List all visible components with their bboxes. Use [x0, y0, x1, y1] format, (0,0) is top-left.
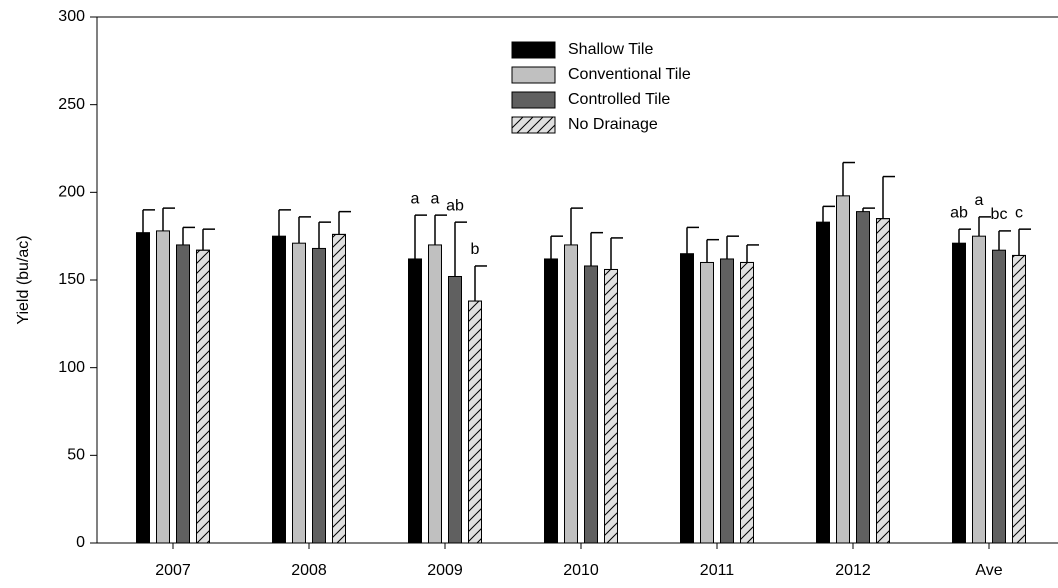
bar-hatch	[332, 233, 346, 544]
annotation: a	[975, 192, 984, 209]
legend-swatch	[511, 41, 556, 59]
bar	[448, 275, 462, 544]
y-tick-label: 250	[58, 96, 85, 113]
y-tick-label: 300	[58, 8, 85, 25]
bar-hatch	[196, 249, 210, 544]
bar-hatch	[740, 261, 754, 544]
legend-swatch	[511, 66, 556, 84]
bar	[544, 258, 558, 544]
bar	[272, 235, 286, 544]
x-tick-label: 2011	[700, 562, 735, 579]
y-tick-label: 100	[58, 359, 85, 376]
annotation: ab	[446, 197, 464, 214]
x-tick-label: 2010	[563, 562, 599, 579]
bar	[972, 235, 986, 544]
bar	[156, 230, 170, 544]
annotation: bc	[991, 206, 1008, 223]
bar	[292, 242, 306, 544]
bar	[836, 195, 850, 544]
bar	[564, 244, 578, 544]
bar	[428, 244, 442, 544]
legend-label: Conventional Tile	[568, 66, 691, 83]
x-tick-label: 2008	[291, 562, 327, 579]
legend-swatch-hatch	[511, 116, 556, 134]
bar	[408, 258, 422, 544]
x-tick-label: Ave	[975, 562, 1002, 579]
legend-label: No Drainage	[568, 116, 658, 133]
annotation: c	[1015, 204, 1023, 221]
bar-hatch	[468, 300, 482, 544]
y-tick-label: 0	[76, 534, 85, 551]
bar-hatch	[604, 268, 618, 544]
bar	[952, 242, 966, 544]
bar	[680, 253, 694, 544]
x-tick-label: 2012	[835, 562, 871, 579]
x-tick-label: 2007	[155, 562, 191, 579]
legend-swatch	[511, 91, 556, 109]
bar	[136, 232, 150, 544]
bar	[816, 221, 830, 544]
legend-label: Shallow Tile	[568, 41, 653, 58]
bar	[312, 247, 326, 544]
annotation: a	[431, 190, 440, 207]
bar	[700, 261, 714, 544]
y-axis-label: Yield (bu/ac)	[15, 235, 32, 324]
bar	[992, 249, 1006, 544]
x-tick-label: 2009	[427, 562, 463, 579]
annotation: b	[471, 241, 480, 258]
bar-hatch	[876, 218, 890, 544]
annotation: a	[411, 190, 420, 207]
bar	[720, 258, 734, 544]
annotation: ab	[950, 204, 968, 221]
y-tick-label: 200	[58, 184, 85, 201]
y-tick-label: 150	[58, 271, 85, 288]
bar-hatch	[1012, 254, 1026, 544]
y-tick-label: 50	[67, 447, 85, 464]
bar	[856, 211, 870, 544]
bar	[176, 244, 190, 544]
bar	[584, 265, 598, 544]
legend-label: Controlled Tile	[568, 91, 670, 108]
